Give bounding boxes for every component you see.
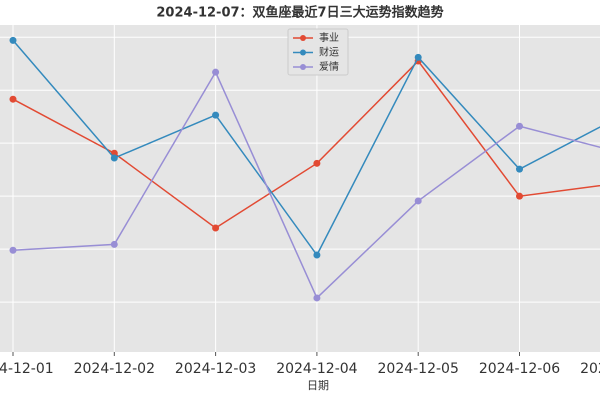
data-point [313, 294, 321, 302]
data-point [516, 122, 523, 130]
data-point [212, 68, 220, 76]
data-point [516, 192, 523, 200]
data-point [313, 159, 321, 167]
legend-marker [300, 49, 306, 56]
x-tick-label: 2024-12-03 [175, 361, 256, 377]
x-tick-label: 2024-12-07 [580, 361, 600, 377]
x-tick-label: 2024-12-04 [276, 361, 357, 377]
x-axis-label: 日期 [307, 379, 329, 392]
legend-label: 财运 [319, 46, 339, 59]
data-point [212, 111, 220, 119]
data-point [516, 165, 523, 173]
legend-marker [300, 64, 306, 70]
x-tick-label: 2024-12-01 [0, 361, 54, 377]
legend-label: 事业 [319, 31, 339, 44]
x-tick-label: 2024-12-05 [378, 361, 459, 377]
x-tick-label: 2024-12-02 [74, 361, 155, 377]
data-point [110, 240, 118, 248]
plot-background [0, 25, 600, 352]
data-point [9, 36, 17, 44]
data-point [9, 246, 17, 254]
data-point [9, 95, 17, 103]
legend-label: 爱情 [319, 60, 339, 73]
data-point [313, 251, 321, 259]
data-point [110, 154, 118, 162]
data-point [212, 224, 220, 232]
x-tick-label: 2024-12-06 [479, 361, 560, 377]
chart-title: 2024-12-07：双鱼座最近7日三大运势指数趋势 [156, 5, 443, 21]
legend-marker [300, 35, 306, 41]
data-point [414, 197, 422, 205]
data-point [414, 53, 422, 61]
